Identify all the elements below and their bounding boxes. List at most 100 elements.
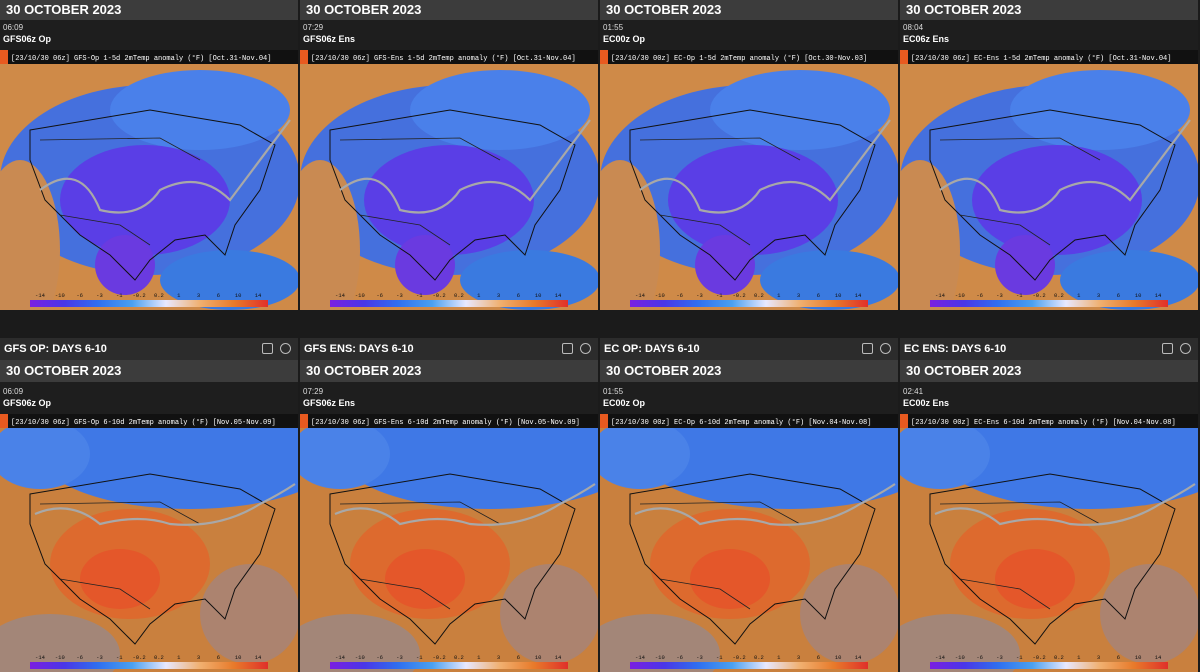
run-time: 01:55 <box>603 387 624 396</box>
colorbar-label: 10 <box>535 654 542 661</box>
colorbar-label: 3 <box>497 292 500 299</box>
colorbar <box>930 662 1168 669</box>
colorbar-label: 6 <box>1117 292 1120 299</box>
map-title: [23/10/30 00z] EC-Ens 6-10d 2mTemp anoma… <box>911 418 1176 427</box>
colorbar-label: -6 <box>76 654 83 661</box>
coastline <box>629 473 876 645</box>
run-time: 01:55 <box>603 23 624 32</box>
cold-region <box>940 414 1198 509</box>
freezing-contour <box>934 483 1196 526</box>
help-icon[interactable] <box>1180 343 1191 354</box>
ocean-region <box>460 250 598 310</box>
colorbar-label: 3 <box>197 292 200 299</box>
anomaly-map: [23/10/30 06z] GFS-Ens 1-5d 2mTemp anoma… <box>300 50 598 310</box>
colorbar-label: -6 <box>976 654 983 661</box>
ocean-region <box>160 250 298 310</box>
date-bar: 30 OCTOBER 2023 <box>900 360 1198 382</box>
colorbar-label: 10 <box>1135 292 1142 299</box>
title-marker <box>600 50 608 64</box>
map-title: [23/10/30 06z] GFS-Ens 1-5d 2mTemp anoma… <box>311 54 576 63</box>
coastline <box>929 109 1176 281</box>
colorbar-label: 14 <box>555 292 562 299</box>
coastline <box>329 109 576 281</box>
colorbar-label: -1 <box>716 654 723 661</box>
run-time: 06:09 <box>3 387 24 396</box>
colorbar <box>330 662 568 669</box>
colorbar-label: 1 <box>177 292 181 299</box>
date-bar: 30 OCTOBER 2023 <box>0 0 298 20</box>
run-time: 07:29 <box>303 23 324 32</box>
cold-core <box>60 145 230 255</box>
coastline <box>629 109 876 281</box>
cold-region <box>600 419 690 489</box>
colorbar-label: 0.2 <box>154 654 164 661</box>
colorbar-label: -10 <box>655 654 665 661</box>
run-time: 08:04 <box>903 23 924 32</box>
colorbar-label: -0.2 <box>732 292 745 299</box>
panel-header: GFS OP: DAYS 6-10 <box>0 338 298 360</box>
copy-icon[interactable] <box>262 343 273 354</box>
coastline <box>329 473 576 645</box>
colorbar-label: 1 <box>477 654 481 661</box>
colorbar-label: 10 <box>1135 654 1142 661</box>
anomaly-map: [23/10/30 06z] GFS-Op 6-10d 2mTemp anoma… <box>0 414 298 672</box>
model-name: GFS06z Op <box>3 34 52 44</box>
map-title: [23/10/30 06z] EC-Ens 1-5d 2mTemp anomal… <box>911 54 1171 63</box>
border-line <box>639 137 801 246</box>
model-name: EC00z Op <box>603 34 646 44</box>
colorbar-label: -1 <box>1016 654 1023 661</box>
info-bar: 02:41 EC00z Ens <box>900 382 1198 414</box>
map-title: [23/10/30 06z] GFS-Op 6-10d 2mTemp anoma… <box>11 418 276 427</box>
colorbar-label: -0.2 <box>432 654 445 661</box>
colorbar-label: 3 <box>797 654 800 661</box>
colorbar-label: -6 <box>976 292 983 299</box>
copy-icon[interactable] <box>1162 343 1173 354</box>
title-marker <box>0 50 8 64</box>
border-line <box>339 137 501 246</box>
title-marker <box>300 50 308 64</box>
help-icon[interactable] <box>280 343 291 354</box>
info-bar: 06:09 GFS06z Op <box>0 382 298 414</box>
colorbar-label: -1 <box>416 654 423 661</box>
colorbar-label: -10 <box>355 292 365 299</box>
anomaly-map: [23/10/30 06z] EC-Ens 1-5d 2mTemp anomal… <box>900 50 1198 310</box>
title-marker <box>0 414 8 428</box>
colorbar-label: 0.2 <box>454 654 464 661</box>
info-bar: 08:04 EC06z Ens <box>900 20 1198 50</box>
colorbar-label: -14 <box>935 292 946 299</box>
colorbar-label: 6 <box>217 292 220 299</box>
border-line <box>39 501 201 610</box>
colorbar-label: 14 <box>1155 654 1162 661</box>
colorbar-label: 3 <box>1097 654 1100 661</box>
colorbar-label: 10 <box>835 654 842 661</box>
model-name: GFS06z Ens <box>303 398 356 408</box>
cold-region <box>0 419 90 489</box>
help-icon[interactable] <box>880 343 891 354</box>
colorbar-label: 14 <box>1155 292 1162 299</box>
colorbar-label: -14 <box>635 292 646 299</box>
colorbar-label: -3 <box>996 654 1003 661</box>
colorbar-label: -3 <box>996 292 1003 299</box>
colorbar-label: -3 <box>96 654 103 661</box>
colorbar <box>630 300 868 307</box>
title-strip <box>8 414 298 428</box>
warm-region <box>0 160 60 310</box>
cold-core <box>972 145 1142 255</box>
colorbar-label: -10 <box>55 654 65 661</box>
help-icon[interactable] <box>580 343 591 354</box>
warm-core <box>690 549 770 609</box>
colorbar-label: 14 <box>555 654 562 661</box>
freezing-contour <box>334 483 596 526</box>
colorbar-label: 14 <box>855 292 862 299</box>
info-bar: 01:55 EC00z Op <box>600 382 898 414</box>
map-title: [23/10/30 00z] EC-Op 6-10d 2mTemp anomal… <box>611 418 871 427</box>
copy-icon[interactable] <box>862 343 873 354</box>
colorbar-label: 0.2 <box>1054 654 1064 661</box>
colorbar-label: 6 <box>1117 654 1120 661</box>
anomaly-map: [23/10/30 06z] GFS-Op 1-5d 2mTemp anomal… <box>0 50 298 310</box>
copy-icon[interactable] <box>562 343 573 354</box>
cold-region <box>710 70 890 150</box>
date-bar: 30 OCTOBER 2023 <box>300 0 598 20</box>
coastline <box>29 109 276 281</box>
